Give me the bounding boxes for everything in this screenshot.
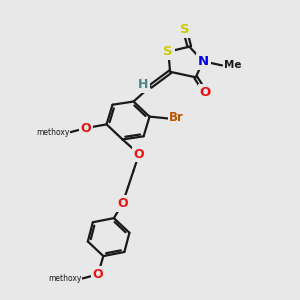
Text: O: O <box>200 86 211 99</box>
Text: methoxy: methoxy <box>48 274 81 283</box>
Text: O: O <box>134 148 144 160</box>
Text: O: O <box>93 268 103 281</box>
Text: H: H <box>138 78 148 91</box>
Text: Me: Me <box>224 60 241 70</box>
Text: O: O <box>81 122 91 135</box>
Text: O: O <box>117 197 128 210</box>
Text: Br: Br <box>169 111 184 124</box>
Text: N: N <box>197 55 208 68</box>
Text: S: S <box>180 23 190 36</box>
Text: S: S <box>164 45 173 58</box>
Text: methoxy: methoxy <box>36 128 69 137</box>
